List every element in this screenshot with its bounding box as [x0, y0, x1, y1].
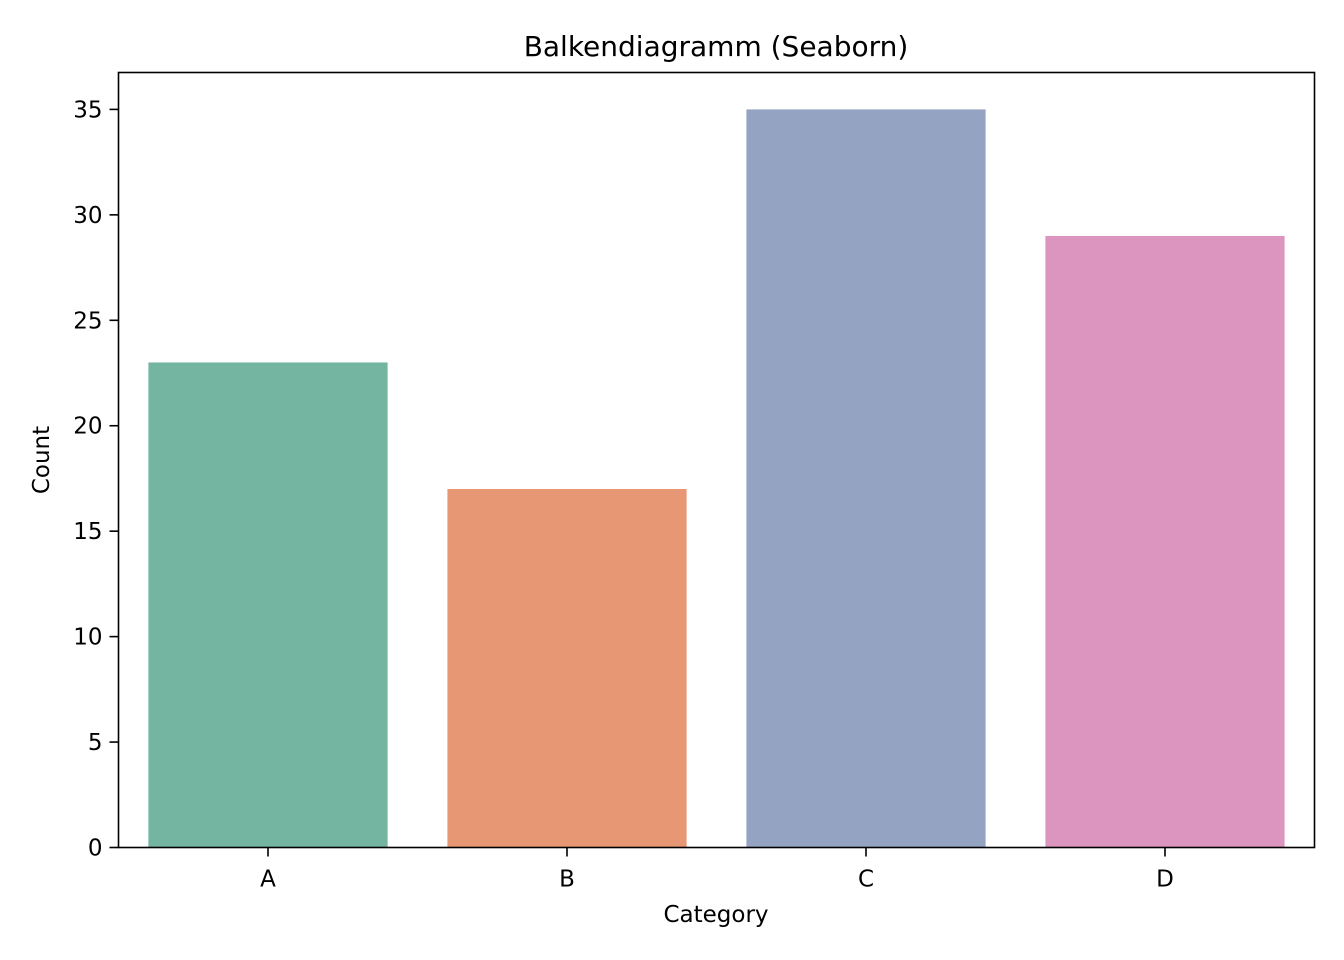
bars-group — [148, 109, 1285, 848]
x-tick-label-c: C — [858, 867, 874, 893]
bar-c — [746, 109, 986, 848]
bar-d — [1045, 235, 1285, 848]
y-tick-label-0: 0 — [88, 836, 103, 862]
y-tick-label-10: 10 — [73, 625, 102, 651]
y-tick-label-15: 15 — [73, 519, 102, 545]
x-axis-ticks: A B C D — [260, 847, 1174, 893]
y-axis-ticks: 0 5 10 15 20 25 30 35 — [73, 97, 119, 862]
y-axis-label: Count — [29, 426, 55, 494]
x-tick-label-a: A — [260, 867, 276, 893]
y-tick-label-25: 25 — [73, 308, 102, 334]
y-tick-label-5: 5 — [88, 730, 103, 756]
bar-a — [148, 362, 388, 848]
bar-b — [447, 488, 687, 848]
y-tick-label-20: 20 — [73, 414, 102, 440]
x-tick-label-d: D — [1156, 867, 1174, 893]
y-tick-label-30: 30 — [73, 203, 102, 229]
x-axis-label: Category — [663, 902, 768, 928]
x-tick-label-b: B — [559, 867, 575, 893]
chart-title: Balkendiagramm (Seaborn) — [524, 30, 909, 63]
y-tick-label-35: 35 — [73, 97, 102, 123]
plot-frame — [117, 71, 1316, 849]
